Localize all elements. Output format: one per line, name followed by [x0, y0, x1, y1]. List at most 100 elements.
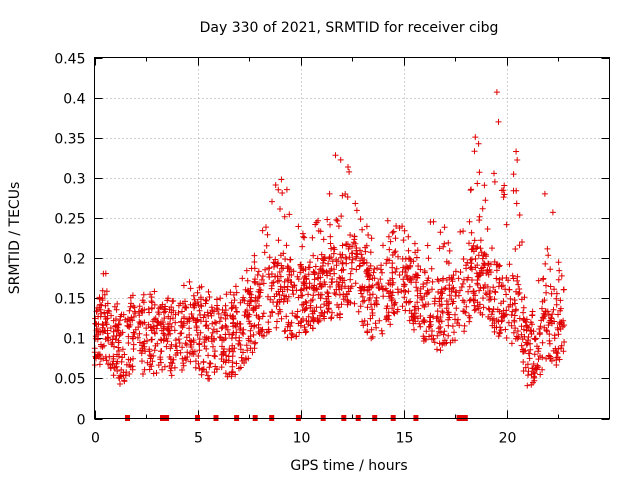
data-point — [282, 256, 289, 263]
data-point — [414, 292, 421, 299]
data-point — [252, 294, 259, 301]
data-point — [548, 290, 555, 297]
data-point — [320, 257, 327, 264]
data-point — [155, 319, 162, 326]
data-point — [327, 283, 333, 290]
data-point — [339, 259, 346, 266]
data-point — [551, 286, 558, 293]
data-point — [92, 320, 99, 327]
data-point — [471, 237, 478, 244]
data-point — [413, 284, 420, 291]
data-point — [239, 275, 246, 282]
data-point — [421, 269, 428, 276]
data-point — [278, 176, 285, 183]
data-point — [211, 369, 218, 376]
data-point — [543, 289, 550, 296]
data-point — [540, 310, 547, 317]
data-point — [508, 322, 515, 329]
data-point — [420, 302, 426, 309]
data-point — [165, 325, 172, 332]
data-point — [305, 291, 312, 298]
data-point — [393, 265, 400, 272]
data-point — [239, 329, 246, 336]
data-point — [230, 303, 237, 309]
data-point — [170, 297, 177, 304]
data-point — [335, 304, 342, 311]
data-point — [560, 317, 567, 324]
data-point — [230, 291, 237, 298]
data-point — [159, 366, 166, 373]
data-point — [121, 378, 128, 385]
data-point — [110, 328, 117, 335]
data-point — [168, 323, 175, 330]
x-tick-label: 0 — [91, 431, 100, 447]
data-point — [140, 371, 146, 377]
data-point — [283, 186, 290, 193]
data-point — [389, 264, 396, 271]
data-point — [553, 295, 560, 302]
data-point — [345, 164, 351, 170]
data-point — [495, 118, 502, 125]
data-point — [363, 259, 370, 266]
data-point — [157, 348, 164, 355]
data-point — [284, 334, 291, 341]
data-point — [456, 322, 463, 329]
data-point — [491, 178, 498, 185]
data-point — [244, 277, 251, 284]
data-point — [338, 254, 345, 261]
data-point — [167, 315, 174, 322]
data-point — [499, 317, 506, 324]
data-point — [201, 334, 208, 340]
data-point — [175, 336, 182, 343]
data-point — [398, 288, 405, 295]
data-point — [130, 341, 137, 348]
data-point — [443, 258, 450, 265]
data-point — [301, 274, 308, 281]
data-point — [231, 297, 238, 304]
data-point — [334, 312, 341, 319]
data-point — [400, 276, 407, 283]
y-tick-label: 0.3 — [63, 172, 85, 188]
data-point — [557, 305, 564, 312]
data-point — [258, 276, 265, 283]
data-point — [379, 269, 385, 276]
data-point — [160, 330, 167, 337]
data-point — [405, 233, 412, 240]
data-point — [331, 270, 338, 277]
data-point — [557, 319, 563, 326]
data-point — [106, 353, 113, 360]
data-point — [486, 306, 493, 313]
data-point — [475, 140, 482, 147]
data-point — [175, 302, 182, 309]
data-point — [179, 355, 186, 362]
data-point — [526, 350, 533, 357]
data-point — [337, 156, 344, 163]
data-point — [272, 256, 279, 263]
data-point — [209, 307, 216, 314]
data-point — [142, 348, 149, 355]
data-point — [130, 303, 137, 309]
data-point — [240, 294, 247, 301]
data-point — [113, 306, 120, 313]
data-point — [349, 256, 356, 263]
data-point — [479, 255, 486, 262]
data-point — [365, 232, 372, 238]
data-point — [390, 228, 397, 235]
data-point — [507, 295, 514, 302]
data-point — [437, 324, 444, 330]
data-point — [324, 216, 331, 223]
data-point — [203, 369, 210, 375]
data-point — [392, 269, 399, 275]
data-point — [516, 242, 523, 249]
data-point — [205, 352, 212, 359]
data-point — [535, 356, 542, 363]
data-point — [110, 372, 117, 379]
data-point — [439, 290, 446, 297]
data-point — [342, 283, 348, 290]
data-point — [357, 287, 364, 294]
data-point — [267, 313, 274, 320]
data-point — [129, 363, 136, 370]
data-point — [425, 255, 432, 262]
data-point — [535, 277, 542, 284]
data-point — [281, 278, 288, 285]
